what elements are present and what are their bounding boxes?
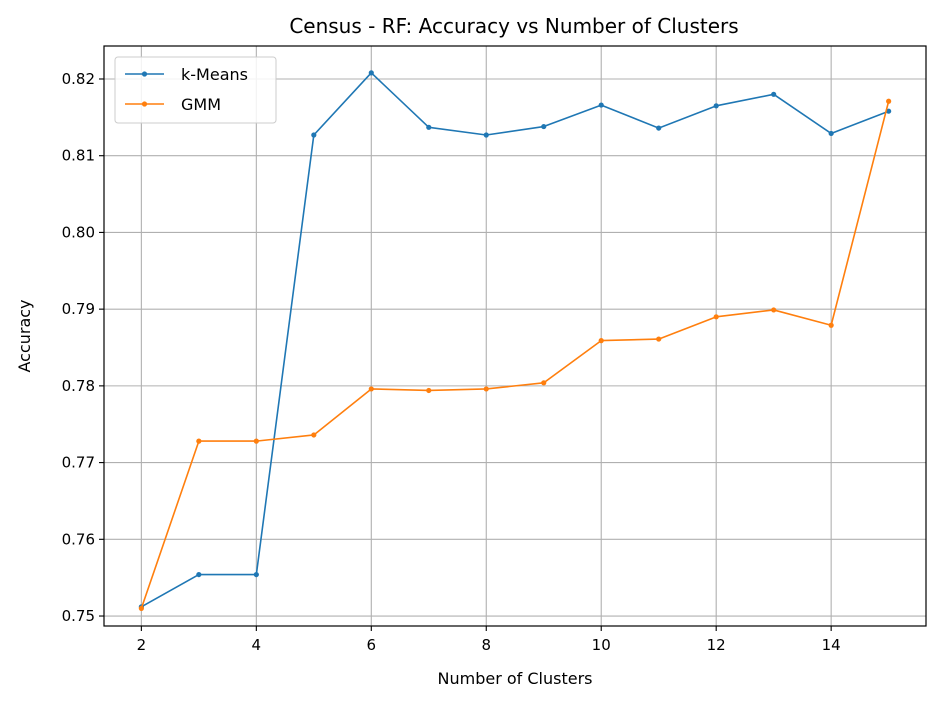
legend-swatch-marker — [141, 101, 148, 107]
data-point-k-means — [253, 571, 259, 578]
y-axis-title: Accuracy — [15, 299, 34, 372]
data-point-gmm — [368, 386, 374, 392]
x-axis-title: Number of Clusters — [438, 669, 593, 688]
data-point-gmm — [253, 438, 259, 444]
y-tick-label: 0.75 — [62, 607, 95, 625]
x-tick-label: 6 — [367, 636, 377, 654]
data-point-gmm — [771, 307, 777, 313]
data-point-gmm — [541, 380, 547, 386]
data-point-gmm — [311, 432, 317, 438]
data-point-k-means — [828, 130, 834, 137]
data-point-k-means — [886, 108, 892, 114]
data-point-gmm — [656, 336, 662, 342]
data-point-k-means — [483, 132, 489, 138]
data-point-gmm — [713, 314, 719, 320]
series-gmm — [138, 98, 892, 611]
series-line-gmm — [140, 101, 890, 609]
y-axis: 0.75 0.76 0.77 0.78 0.79 0.80 0.81 0.82 — [62, 70, 104, 625]
data-point-gmm — [426, 387, 432, 394]
series-k-means — [138, 70, 892, 610]
series-layer — [138, 70, 892, 611]
data-point-k-means — [196, 571, 202, 578]
y-tick-label: 0.78 — [62, 377, 95, 395]
data-point-k-means — [598, 102, 604, 108]
x-tick-label: 8 — [481, 636, 491, 654]
y-tick-label: 0.79 — [62, 300, 95, 318]
legend-label: GMM — [181, 95, 221, 114]
y-tick-label: 0.80 — [62, 223, 95, 241]
y-tick-label: 0.77 — [62, 454, 95, 472]
legend-item-gmm: GMM — [125, 95, 221, 114]
data-point-gmm — [138, 605, 144, 611]
data-point-gmm — [828, 322, 834, 328]
y-tick-label: 0.82 — [62, 70, 95, 88]
data-point-gmm — [196, 438, 202, 444]
y-tick-label: 0.81 — [62, 147, 95, 165]
x-tick-label: 10 — [592, 636, 611, 654]
x-tick-label: 14 — [822, 636, 841, 654]
x-tick-label: 4 — [252, 636, 262, 654]
data-point-gmm — [598, 338, 604, 344]
plot-area-frame — [103, 45, 927, 627]
data-point-gmm — [886, 98, 892, 104]
data-point-k-means — [713, 103, 719, 109]
legend-swatch-marker — [141, 71, 148, 77]
chart-title: Census - RF: Accuracy vs Number of Clust… — [289, 14, 738, 38]
legend: k-Means GMM — [114, 56, 277, 124]
legend-label: k-Means — [181, 65, 248, 84]
data-point-k-means — [541, 123, 547, 130]
x-tick-label: 2 — [137, 636, 147, 654]
legend-item-k-means: k-Means — [125, 65, 248, 84]
series-line-k-means — [140, 72, 889, 608]
data-point-k-means — [311, 132, 317, 138]
data-point-k-means — [771, 91, 777, 97]
x-tick-label: 12 — [707, 636, 726, 654]
data-point-gmm — [483, 386, 489, 392]
data-point-k-means — [656, 125, 662, 131]
data-point-k-means — [368, 70, 374, 76]
y-tick-label: 0.76 — [62, 530, 95, 548]
data-point-k-means — [426, 124, 432, 130]
x-axis: 2 4 6 8 10 12 14 — [137, 626, 841, 654]
